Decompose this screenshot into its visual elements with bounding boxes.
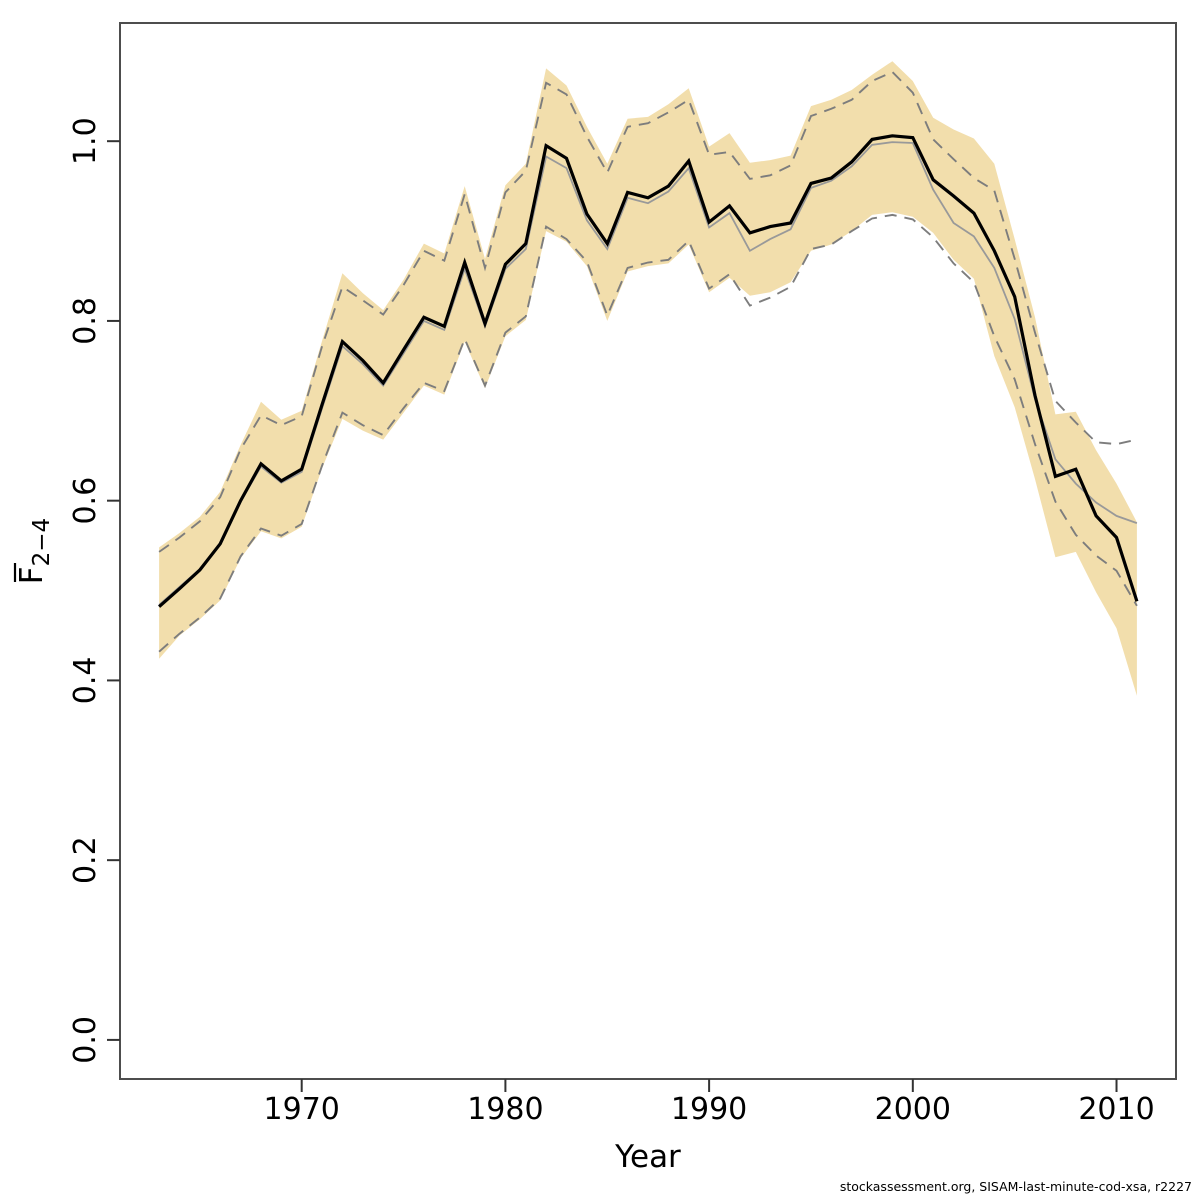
svg-text:F2−4: F2−4	[14, 518, 55, 584]
y-axis-title-base: F	[14, 566, 50, 584]
y-axis-title-subscript: 2−4	[29, 518, 55, 567]
y-tick-label: 1.0	[68, 117, 103, 165]
x-tick-label: 2000	[875, 1092, 951, 1127]
plot-border	[119, 22, 1177, 1080]
ci-lower-dashed-line	[158, 213, 1138, 653]
y-tick-label: 0.4	[68, 657, 103, 705]
x-tick-label: 1990	[671, 1092, 747, 1127]
x-axis-title: Year	[614, 1139, 681, 1175]
y-axis-title: F2−4	[13, 518, 55, 584]
current-run-line	[158, 134, 1139, 608]
x-tick-label: 2010	[1078, 1092, 1154, 1127]
y-tick-label: 0.0	[68, 1016, 103, 1064]
x-tick-label: 1980	[467, 1092, 543, 1127]
y-tick-label: 0.2	[68, 836, 103, 884]
confidence-band	[159, 61, 1137, 696]
source-caption: stockassessment.org, SISAM-last-minute-c…	[840, 1179, 1192, 1194]
y-tick-label: 0.6	[68, 477, 103, 525]
x-tick-label: 1970	[264, 1092, 340, 1127]
ci-upper-dashed-line	[158, 70, 1138, 553]
y-tick-label: 0.8	[68, 297, 103, 345]
